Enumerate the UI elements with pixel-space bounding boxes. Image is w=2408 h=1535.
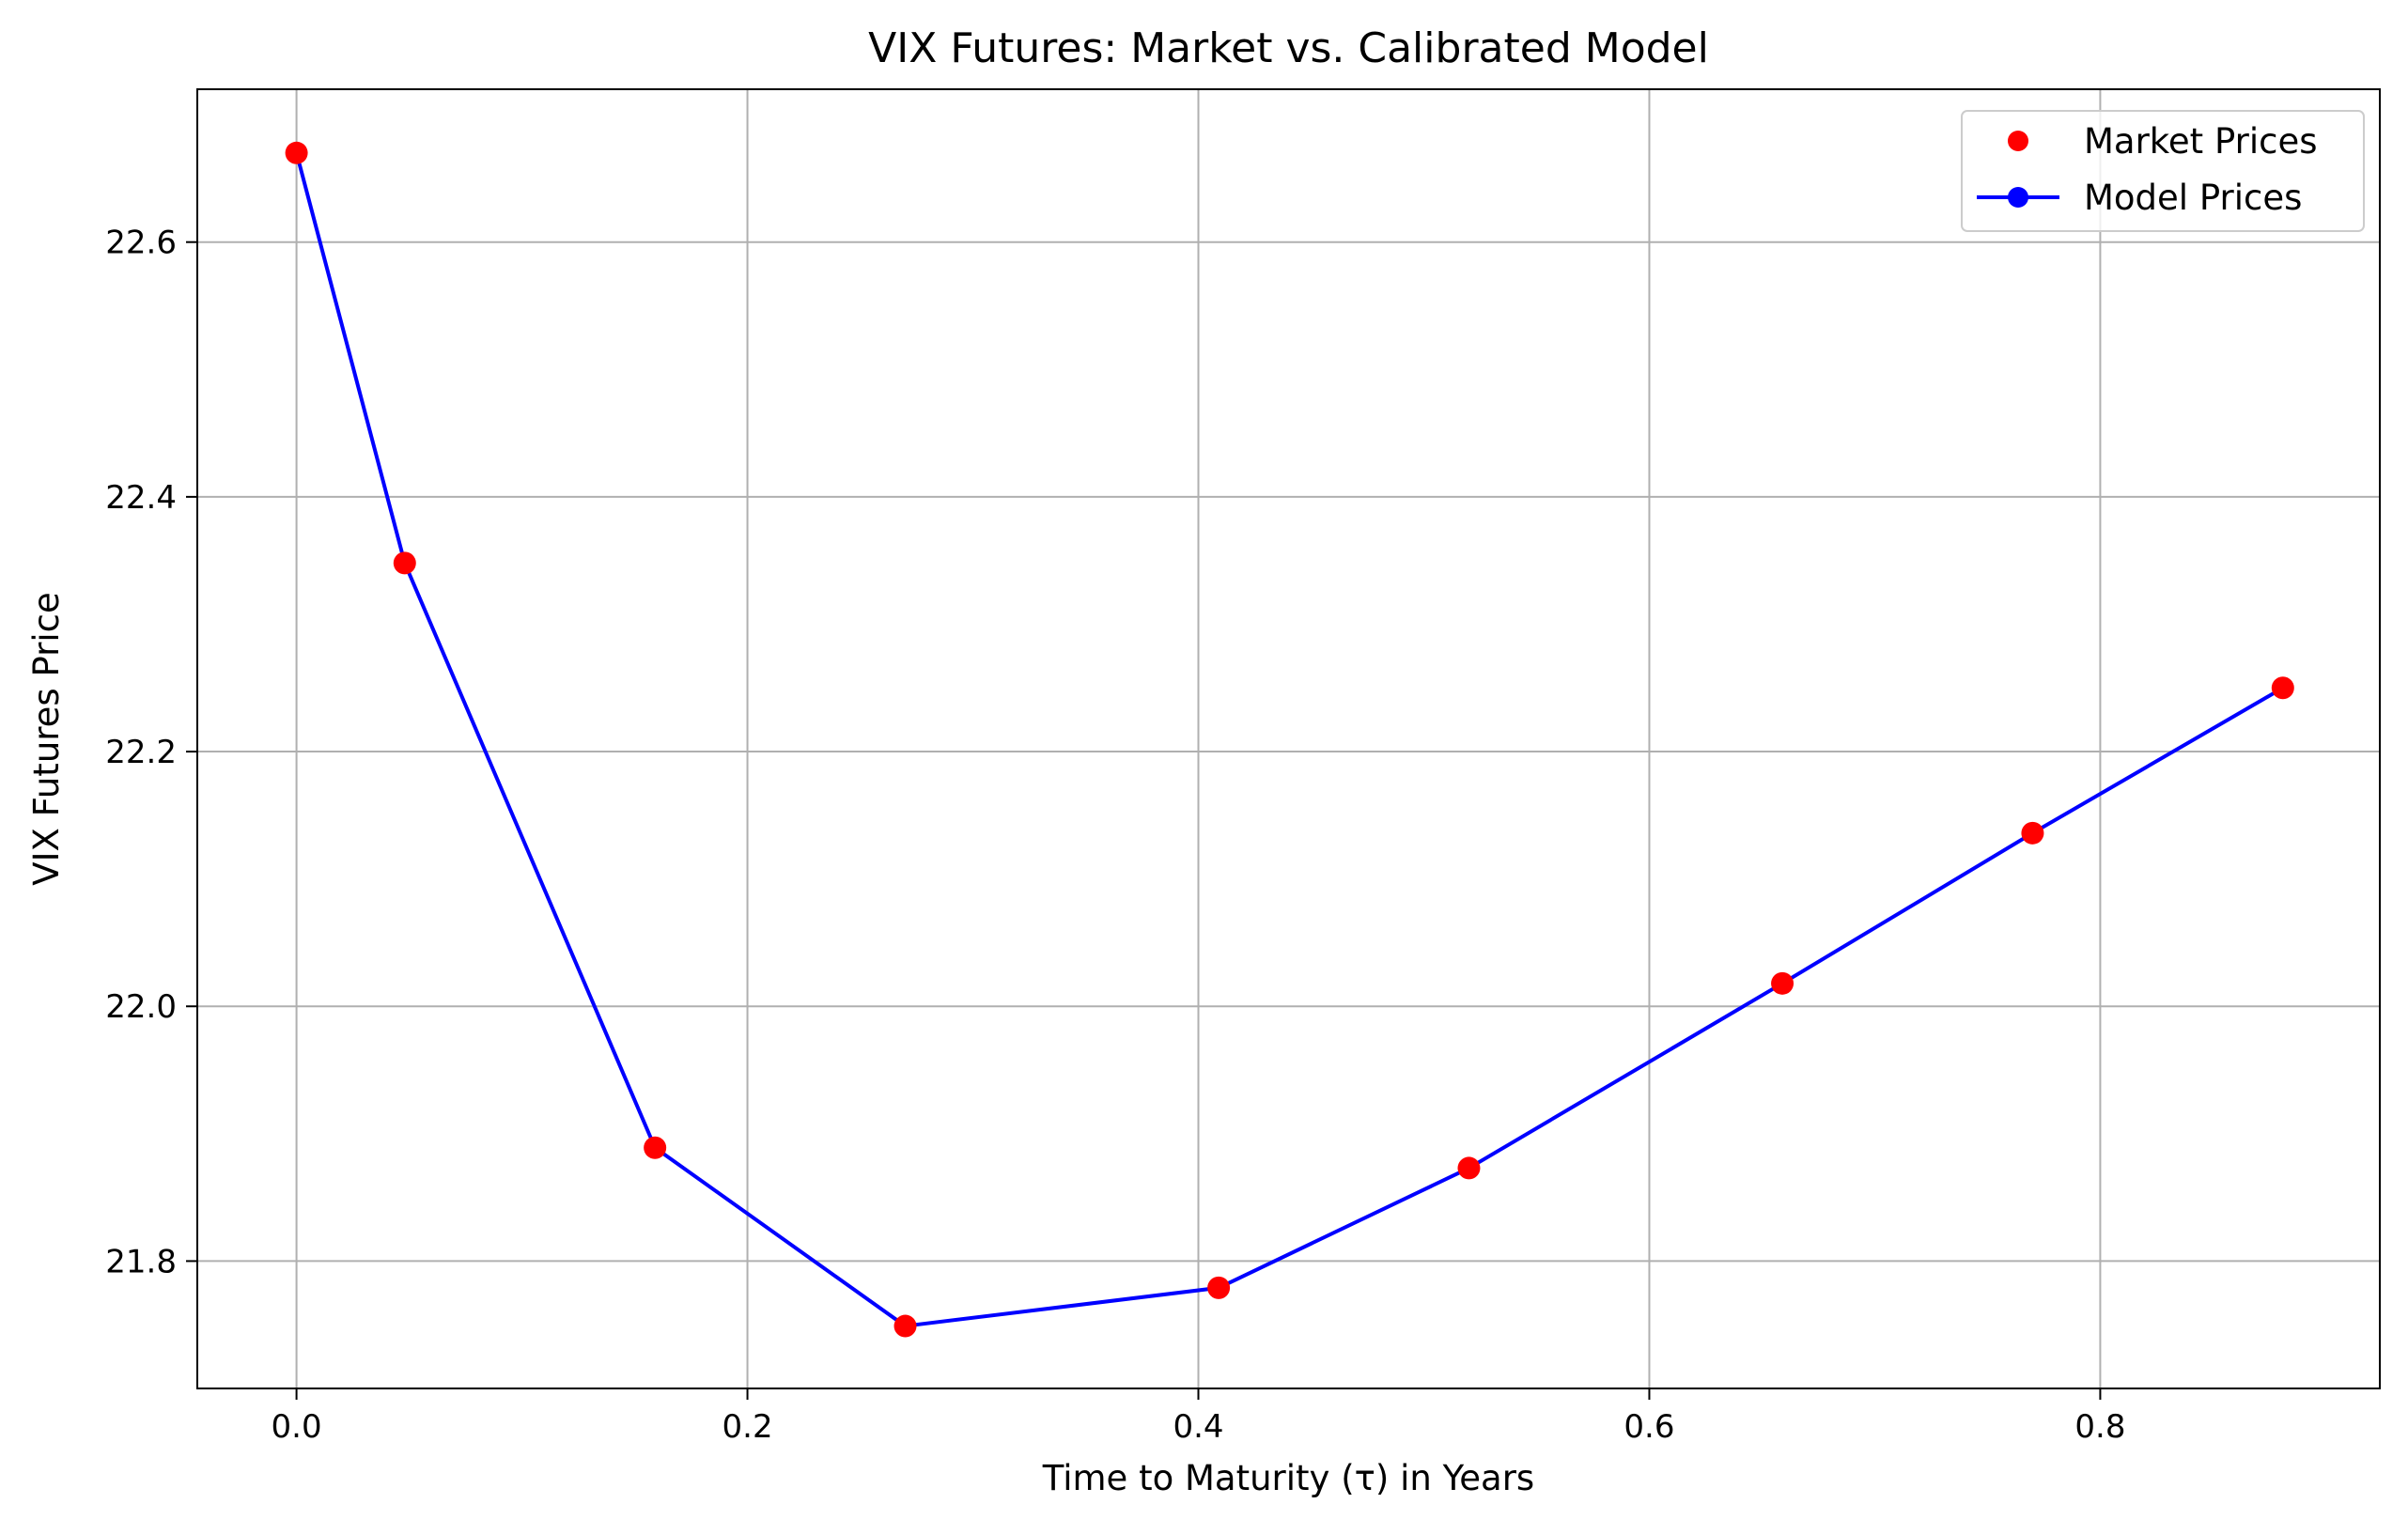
- market-price-point: [1207, 1276, 1231, 1299]
- market-price-point: [893, 1314, 917, 1338]
- market-price-point: [1771, 971, 1794, 995]
- x-axis-ticks: 0.0 0.2 0.4 0.6 0.8: [272, 1388, 2125, 1446]
- legend: Market Prices Model Prices: [1961, 110, 2365, 232]
- x-axis-label: Time to Maturity (τ) in Years: [1042, 1458, 1534, 1498]
- y-axis-ticks: 21.8 22.0 22.2 22.4 22.6: [105, 225, 197, 1280]
- market-price-point: [2271, 676, 2294, 700]
- market-price-point: [393, 551, 416, 575]
- legend-box: [1961, 110, 2365, 232]
- y-tick-label: 22.4: [105, 479, 177, 517]
- legend-market-marker: [2008, 131, 2028, 151]
- market-price-point: [644, 1136, 667, 1159]
- market-price-point: [285, 141, 308, 164]
- legend-model-label: Model Prices: [2084, 178, 2302, 218]
- y-axis-label: VIX Futures Price: [26, 592, 67, 885]
- x-tick-label: 0.6: [1623, 1408, 1674, 1446]
- market-price-point: [2021, 821, 2044, 845]
- x-tick-label: 0.4: [1173, 1408, 1223, 1446]
- series-layer: [285, 141, 2294, 1338]
- x-tick-label: 0.2: [722, 1408, 773, 1446]
- y-tick-label: 22.0: [105, 988, 177, 1026]
- grid: [197, 89, 2380, 1388]
- chart-title: VIX Futures: Market vs. Calibrated Model: [868, 24, 1709, 72]
- market-price-point: [1457, 1156, 1481, 1180]
- plot-frame: [196, 88, 2381, 1389]
- y-tick-label: 22.6: [105, 225, 177, 262]
- y-tick-label: 22.2: [105, 734, 177, 771]
- x-tick-label: 0.8: [2074, 1408, 2125, 1446]
- x-tick-label: 0.0: [272, 1408, 322, 1446]
- y-tick-label: 21.8: [105, 1243, 177, 1280]
- legend-market-label: Market Prices: [2084, 121, 2318, 162]
- legend-model-marker: [2008, 187, 2028, 208]
